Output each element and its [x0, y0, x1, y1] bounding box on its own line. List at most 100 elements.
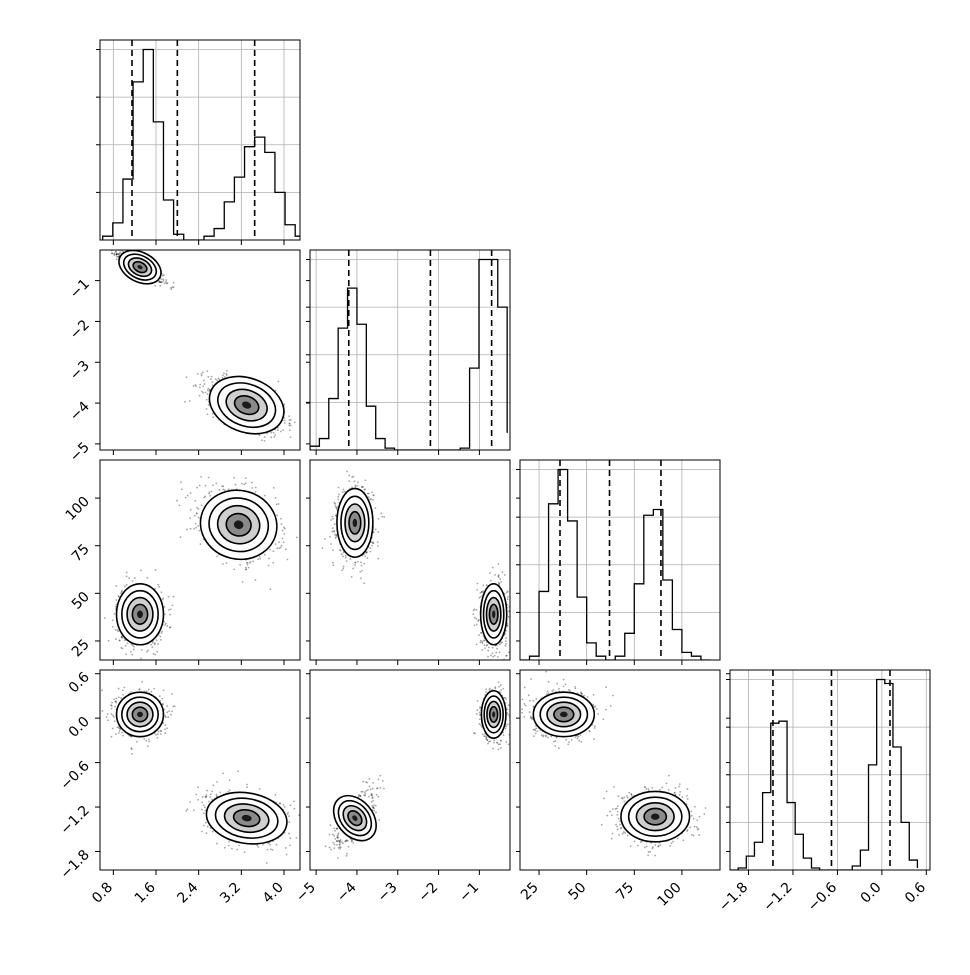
scatter-point [602, 718, 605, 721]
scatter-point [133, 645, 135, 648]
scatter-point [377, 795, 380, 798]
scatter-point [238, 844, 240, 847]
scatter-point [333, 834, 336, 837]
scatter-point [500, 580, 502, 583]
scatter-point [239, 563, 242, 566]
scatter-point [279, 430, 282, 433]
scatter-point [293, 807, 296, 810]
scatter-point [697, 827, 700, 830]
scatter-point [148, 740, 151, 743]
scatter-point [196, 506, 198, 509]
scatter-point [373, 809, 376, 812]
scatter-point [342, 555, 345, 558]
scatter-point [205, 796, 207, 799]
scatter-point [334, 829, 336, 832]
scatter-point [661, 786, 664, 789]
scatter-point [282, 541, 285, 544]
scatter-point [251, 481, 253, 484]
scatter-point [284, 548, 287, 551]
scatter-point [129, 651, 132, 653]
scatter-point [115, 599, 118, 601]
scatter-point [185, 376, 188, 379]
scatter-point [377, 778, 380, 781]
xtick-label: 0.6 [902, 879, 929, 906]
scatter-point [224, 375, 226, 378]
scatter-point [480, 631, 482, 634]
scatter-point [485, 738, 488, 741]
scatter-point [360, 577, 362, 580]
histogram-frame-3 [729, 669, 931, 871]
scatter-point [115, 255, 118, 258]
scatter-point [616, 813, 619, 816]
scatter-point [225, 374, 228, 376]
scatter-point [479, 641, 482, 644]
scatter-point [211, 381, 214, 383]
scatter-point [200, 475, 203, 478]
scatter-point [496, 647, 499, 650]
scatter-point [504, 727, 507, 730]
scatter-point [287, 811, 289, 814]
scatter-point [289, 436, 292, 439]
scatter-point [194, 499, 197, 502]
scatter-point [507, 704, 510, 707]
scatter-point [286, 813, 289, 815]
scatter-point [515, 702, 517, 704]
scatter-point [338, 846, 341, 848]
scatter-point [339, 549, 342, 552]
scatter-point [208, 388, 211, 391]
scatter-point [159, 280, 161, 283]
scatter-point [347, 845, 350, 848]
scatter-point [547, 680, 550, 683]
scatter-point [690, 833, 693, 836]
scatter-point [485, 584, 488, 586]
scatter-point [126, 642, 129, 645]
scatter-point [611, 808, 614, 810]
scatter-point [364, 488, 366, 491]
scatter-point [164, 716, 167, 719]
scatter-point [491, 652, 494, 655]
scatter-point [597, 713, 600, 715]
scatter-point [276, 429, 279, 432]
scatter-point [125, 575, 128, 578]
scatter-point [267, 564, 270, 567]
ytick-label: −1.8 [57, 847, 92, 882]
scatter-point [550, 735, 553, 738]
scatter-point [131, 653, 134, 656]
scatter-point [679, 791, 682, 793]
scatter-point [623, 796, 626, 799]
scatter-point [659, 788, 662, 791]
density-contour-4 [492, 711, 496, 718]
histogram-step-0 [102, 48, 300, 240]
scatter-point [686, 794, 688, 797]
scatter-point [376, 541, 379, 544]
scatter-point [271, 848, 274, 851]
scatter-point [133, 577, 136, 579]
scatter-point [370, 793, 373, 796]
scatter-point [257, 845, 260, 848]
scatter-point [215, 793, 218, 796]
scatter-point [580, 693, 583, 696]
scatter-point [162, 703, 164, 705]
scatter-point [208, 492, 211, 495]
scatter-point [164, 724, 167, 726]
scatter-point [335, 534, 338, 537]
scatter-point [506, 598, 509, 601]
scatter-point [535, 698, 538, 700]
scatter-point [324, 845, 327, 848]
scatter-point [617, 817, 620, 820]
scatter-point [289, 837, 292, 840]
scatter-point [138, 688, 141, 691]
scatter-point [554, 745, 557, 747]
scatter-point [122, 693, 124, 696]
scatter-point [667, 774, 670, 777]
scatter-point [547, 692, 550, 694]
scatter-point [588, 729, 591, 732]
xtick-label: 0.8 [89, 880, 116, 907]
scatter-point [202, 391, 204, 394]
scatter-point [490, 654, 492, 657]
scatter-point [479, 596, 482, 598]
scatter-point [283, 419, 286, 422]
scatter-point [338, 840, 340, 843]
scatter-point [248, 562, 251, 564]
scatter-point [616, 805, 619, 808]
